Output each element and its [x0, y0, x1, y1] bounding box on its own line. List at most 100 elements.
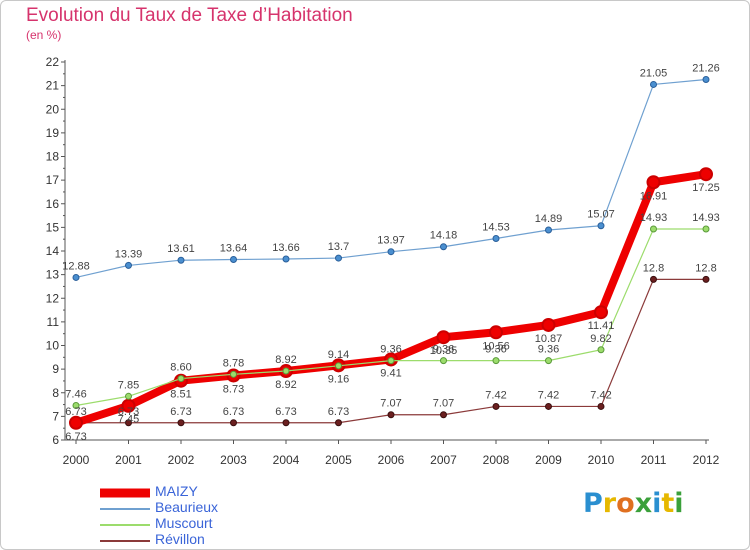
data-label-beaurieux: 13.64: [220, 243, 248, 255]
y-tick-label: 21: [46, 79, 60, 93]
data-point-muscourt: [72, 402, 80, 410]
y-tick-label: 7: [52, 409, 59, 423]
data-label-muscourt: 9.14: [328, 349, 349, 361]
data-point-muscourt: [230, 370, 237, 378]
data-point-muscourt: [702, 225, 710, 233]
x-tick-label: 2011: [641, 453, 667, 467]
y-tick-label: 16: [46, 197, 60, 211]
data-label-beaurieux: 13.39: [115, 248, 143, 260]
data-point-revillon: [545, 402, 552, 410]
data-point-beaurieux: [282, 255, 290, 263]
data-label-revillon: 12.8: [695, 262, 716, 274]
data-point-beaurieux: [650, 80, 657, 88]
data-point-revillon: [597, 402, 605, 410]
data-point-muscourt: [282, 367, 290, 375]
data-label-maizy: 10.56: [482, 340, 510, 352]
data-point-beaurieux: [125, 261, 132, 269]
data-label-beaurieux: 12.88: [62, 260, 90, 272]
data-label-maizy: 8.92: [275, 379, 296, 391]
data-point-beaurieux: [72, 273, 80, 281]
data-label-beaurieux: 13.7: [328, 241, 349, 253]
data-label-revillon: 7.42: [538, 389, 559, 401]
data-label-muscourt: 8.92: [275, 354, 296, 366]
data-point-muscourt: [177, 375, 185, 383]
data-label-beaurieux: 21.26: [692, 62, 720, 74]
data-point-maizy: [436, 330, 451, 345]
data-label-revillon: 6.73: [65, 406, 86, 418]
data-point-beaurieux: [335, 254, 342, 262]
legend-label-maizy: MAIZY: [155, 483, 198, 499]
data-point-beaurieux: [387, 248, 395, 256]
data-label-maizy: 8.73: [223, 384, 244, 396]
legend-swatch-maizy: [100, 488, 150, 498]
data-point-muscourt: [125, 392, 132, 400]
legend-swatch-beaurieux: [100, 508, 150, 510]
data-label-muscourt: 9.36: [380, 344, 401, 356]
data-label-maizy: 16.91: [640, 190, 668, 202]
logo-letter: t: [661, 488, 675, 519]
data-label-muscourt: 9.36: [433, 344, 454, 356]
logo-letter: x: [634, 488, 653, 519]
legend-label-muscourt: Muscourt: [155, 515, 213, 531]
x-tick-label: 2010: [588, 453, 615, 467]
data-label-muscourt: 8.78: [223, 357, 244, 369]
data-label-beaurieux: 13.97: [377, 235, 405, 247]
data-label-revillon: 7.42: [485, 389, 506, 401]
data-point-revillon: [335, 419, 342, 427]
data-label-muscourt: 8.60: [170, 362, 191, 374]
data-label-maizy: 6.73: [65, 431, 86, 443]
x-tick-label: 2007: [430, 453, 457, 467]
x-tick-label: 2004: [273, 453, 300, 467]
x-tick-label: 2009: [535, 453, 562, 467]
data-label-muscourt: 9.36: [538, 344, 559, 356]
logo-letter: P: [583, 488, 603, 519]
chart-title: Evolution du Taux de Taxe d’Habitation: [26, 5, 353, 26]
data-label-beaurieux: 21.05: [640, 67, 668, 79]
data-label-maizy: 17.25: [692, 182, 720, 194]
data-label-revillon: 12.8: [643, 262, 664, 274]
data-point-maizy: [69, 415, 83, 430]
logo-letter: i: [674, 488, 684, 519]
logo-letter: o: [616, 488, 635, 519]
x-tick-label: 2000: [63, 453, 90, 467]
legend-swatch-muscourt: [100, 524, 150, 526]
data-label-maizy: 9.16: [328, 373, 349, 385]
logo-letter: r: [602, 488, 617, 519]
data-point-beaurieux: [545, 226, 552, 234]
data-label-beaurieux: 15.07: [587, 209, 615, 221]
y-tick-label: 15: [46, 220, 60, 234]
data-label-maizy: 10.35: [430, 345, 458, 357]
y-tick-label: 17: [46, 173, 60, 187]
data-point-muscourt: [545, 357, 552, 365]
data-point-maizy: [594, 305, 608, 320]
data-point-revillon: [230, 419, 237, 427]
x-tick-label: 2003: [220, 453, 247, 467]
x-tick-label: 2001: [115, 453, 142, 467]
x-tick-label: 2006: [378, 453, 405, 467]
legend-label-revillon: Révillon: [155, 531, 205, 547]
data-label-revillon: 7.07: [433, 398, 454, 410]
data-label-beaurieux: 14.53: [482, 221, 510, 233]
data-point-maizy: [699, 167, 713, 182]
data-label-maizy: 9.41: [380, 367, 401, 379]
legend-label-beaurieux: Beaurieux: [155, 499, 219, 515]
data-label-maizy: 7.45: [118, 414, 139, 426]
data-point-revillon: [177, 419, 185, 427]
data-point-revillon: [702, 275, 710, 283]
data-label-muscourt: 9.36: [485, 344, 506, 356]
y-tick-label: 18: [46, 150, 60, 164]
chart-subtitle: (en %): [26, 28, 62, 42]
data-label-beaurieux: 14.18: [430, 230, 458, 242]
data-label-maizy: 10.87: [535, 333, 563, 345]
data-label-revillon: 6.73: [328, 406, 349, 418]
y-tick-label: 12: [46, 291, 60, 305]
data-point-muscourt: [597, 346, 605, 354]
data-point-revillon: [387, 411, 395, 419]
data-label-muscourt: 7.46: [65, 389, 86, 401]
data-label-revillon: 6.73: [275, 406, 296, 418]
legend-swatch-revillon: [100, 540, 150, 542]
y-tick-label: 6: [52, 433, 59, 447]
data-point-revillon: [440, 411, 447, 419]
